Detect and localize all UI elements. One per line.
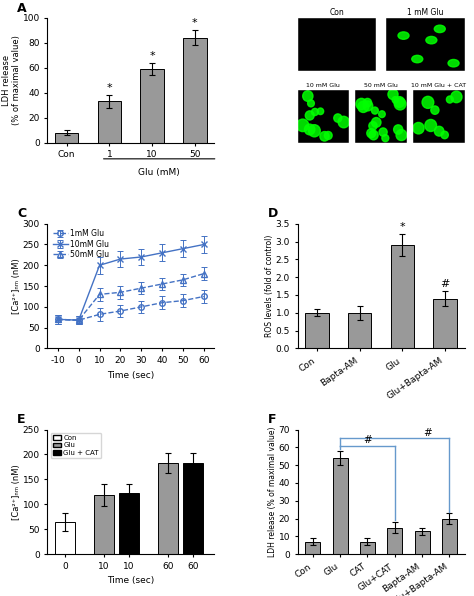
Circle shape (320, 132, 329, 141)
Text: C: C (18, 207, 27, 221)
Circle shape (451, 91, 462, 103)
Circle shape (369, 131, 378, 140)
Circle shape (426, 36, 437, 44)
Text: D: D (268, 207, 278, 221)
Bar (119, 493, 139, 554)
Circle shape (324, 132, 332, 139)
Bar (360, 542, 375, 554)
Title: 10 mM Glu: 10 mM Glu (307, 83, 340, 88)
Circle shape (356, 98, 367, 110)
Bar (98, 101, 121, 142)
Circle shape (379, 128, 387, 136)
Bar (415, 531, 429, 554)
Bar (442, 519, 457, 554)
Circle shape (393, 125, 403, 134)
Bar (55, 133, 79, 142)
Text: B: B (273, 2, 282, 15)
Bar (387, 527, 402, 554)
Circle shape (448, 60, 459, 67)
Y-axis label: [Ca²⁺]ₙₘ (nM): [Ca²⁺]ₙₘ (nM) (12, 258, 21, 314)
Bar (305, 313, 329, 349)
Bar (183, 38, 207, 142)
Circle shape (388, 89, 398, 100)
Bar (140, 69, 164, 142)
Circle shape (392, 97, 399, 103)
Bar (157, 463, 178, 554)
X-axis label: Time (sec): Time (sec) (107, 576, 155, 585)
Y-axis label: [Ca²⁺]ₙₘ (nM): [Ca²⁺]ₙₘ (nM) (12, 464, 21, 520)
Circle shape (372, 107, 378, 114)
Circle shape (317, 108, 324, 114)
Circle shape (372, 117, 381, 127)
Text: *: * (400, 222, 405, 232)
Bar (55, 522, 75, 554)
Text: *: * (149, 51, 155, 61)
Circle shape (382, 135, 389, 142)
Title: 50 mM Glu: 50 mM Glu (364, 83, 398, 88)
Circle shape (447, 96, 453, 103)
Circle shape (367, 129, 375, 138)
Circle shape (311, 108, 319, 116)
Title: 10 mM Glu + CAT: 10 mM Glu + CAT (411, 83, 466, 88)
Legend: 1mM Glu, 10mM Glu, 50mM Glu: 1mM Glu, 10mM Glu, 50mM Glu (51, 228, 111, 260)
Bar (391, 245, 414, 349)
Circle shape (412, 55, 423, 63)
Circle shape (398, 32, 409, 39)
Circle shape (364, 98, 372, 107)
Circle shape (338, 116, 349, 128)
Title: Con: Con (329, 8, 345, 17)
Circle shape (431, 106, 439, 114)
Y-axis label: LDH release
(% of maximal value): LDH release (% of maximal value) (2, 35, 21, 125)
Circle shape (379, 111, 385, 117)
Circle shape (394, 98, 406, 110)
Y-axis label: ROS levels (fold of control): ROS levels (fold of control) (265, 235, 274, 337)
Text: E: E (18, 413, 26, 426)
Text: #: # (440, 279, 450, 289)
Circle shape (305, 111, 314, 120)
Circle shape (363, 101, 373, 111)
Text: A: A (18, 2, 27, 15)
Legend: Con, Glu, Glu + CAT: Con, Glu, Glu + CAT (51, 433, 101, 458)
X-axis label: Time (sec): Time (sec) (107, 371, 155, 380)
Text: F: F (268, 413, 276, 426)
Circle shape (369, 122, 377, 130)
Circle shape (309, 125, 320, 137)
Bar (333, 458, 347, 554)
Text: Glu (mM): Glu (mM) (138, 167, 180, 176)
Text: #: # (363, 434, 372, 445)
Circle shape (441, 131, 448, 139)
Circle shape (396, 129, 407, 141)
Circle shape (434, 126, 444, 136)
Text: *: * (107, 83, 112, 94)
Circle shape (334, 114, 342, 122)
Circle shape (297, 119, 309, 132)
Circle shape (303, 91, 313, 101)
Circle shape (422, 97, 434, 108)
Text: #: # (423, 427, 432, 437)
Title: 1 mM Glu: 1 mM Glu (407, 8, 443, 17)
Circle shape (358, 101, 369, 113)
Bar (348, 313, 372, 349)
Circle shape (304, 124, 315, 135)
Circle shape (413, 122, 424, 134)
Bar (305, 542, 320, 554)
Text: *: * (192, 18, 198, 29)
Circle shape (425, 119, 437, 132)
Circle shape (434, 25, 445, 33)
Circle shape (308, 100, 314, 107)
Bar (183, 464, 203, 554)
Y-axis label: LDH release (% of maximal value): LDH release (% of maximal value) (268, 427, 277, 557)
Circle shape (394, 97, 405, 107)
Bar (433, 299, 457, 349)
Bar (93, 495, 114, 554)
